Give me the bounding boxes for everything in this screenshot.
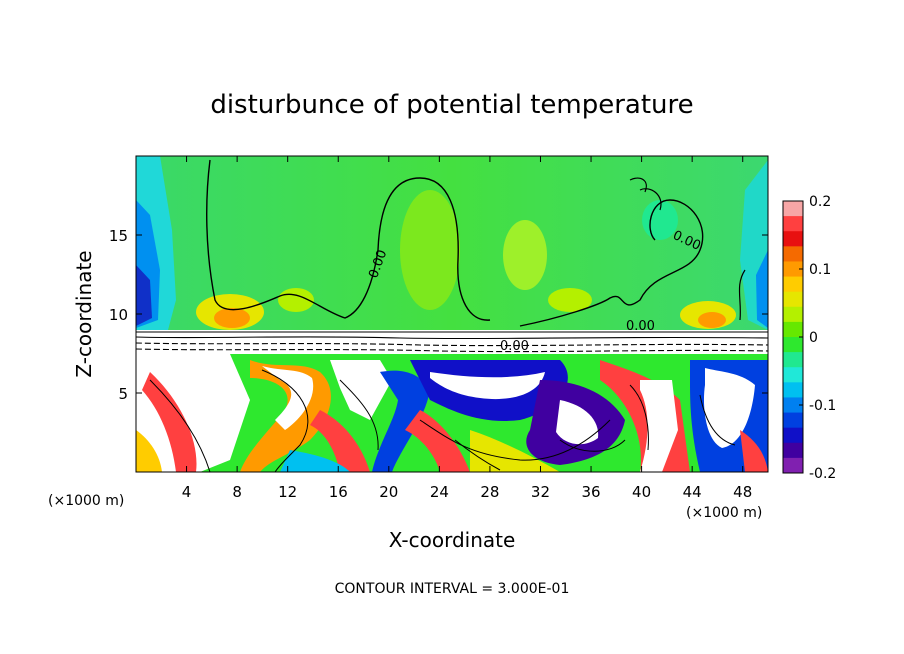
- x-unit-right: (×1000 m): [686, 505, 762, 521]
- colorbar-swatch: [783, 352, 803, 368]
- colorbar-swatch: [783, 261, 803, 278]
- colorbar-swatch: [783, 397, 803, 414]
- colorbar-swatch: [783, 291, 803, 308]
- x-tick-label: 44: [683, 483, 702, 501]
- colorbar-tick-label: 0.2: [809, 194, 831, 210]
- colorbar-swatch: [783, 457, 803, 474]
- y-tick-labels: 5 10 15: [109, 227, 128, 403]
- y-tick-label: 10: [109, 306, 128, 324]
- x-tick-label: 36: [581, 483, 600, 501]
- colorbar-tick-label: 0: [809, 330, 818, 346]
- x-unit-left: (×1000 m): [48, 493, 124, 509]
- x-tick-label: 8: [232, 483, 242, 501]
- colorbar-tick-label: -0.2: [809, 466, 836, 482]
- x-tick-label: 40: [632, 483, 651, 501]
- colorbar-swatch: [783, 367, 803, 383]
- colorbar-swatch: [783, 216, 803, 232]
- colorbar-swatch: [783, 246, 803, 262]
- colorbar-tick-label: -0.1: [809, 398, 836, 414]
- plot-area: 0.00 0.00 0.00 0.00: [136, 156, 768, 472]
- axis-ticks: [136, 156, 768, 472]
- colorbar-swatch: [783, 306, 803, 323]
- y-axis-label: Z-coordinate: [72, 250, 96, 377]
- x-tick-labels: 4 8 12 16 20 24 28 32 36 40 44 48: [182, 483, 752, 501]
- contour-label: 0.00: [626, 319, 655, 334]
- colorbar-swatch: [783, 427, 803, 444]
- x-axis-label: X-coordinate: [389, 528, 516, 552]
- colorbar-swatch: [783, 412, 803, 429]
- x-tick-label: 20: [379, 483, 398, 501]
- x-tick-label: 28: [480, 483, 499, 501]
- colorbar: [783, 201, 803, 474]
- x-tick-label: 4: [182, 483, 192, 501]
- x-tick-label: 32: [531, 483, 550, 501]
- x-tick-label: 48: [733, 483, 752, 501]
- colorbar-swatch: [783, 201, 803, 217]
- colorbar-swatch: [783, 442, 803, 459]
- contour-label: 0.00: [500, 339, 529, 354]
- colorbar-swatch: [783, 231, 803, 247]
- contour-interval-note: CONTOUR INTERVAL = 3.000E-01: [335, 581, 570, 597]
- colorbar-swatch: [783, 321, 803, 338]
- chart-title: disturbunce of potential temperature: [210, 90, 693, 120]
- colorbar-tick-label: 0.1: [809, 262, 831, 278]
- colorbar-swatch: [783, 276, 803, 293]
- colorbar-swatch: [783, 382, 803, 398]
- x-tick-label: 16: [329, 483, 348, 501]
- x-tick-label: 12: [278, 483, 297, 501]
- y-tick-label: 5: [118, 385, 128, 403]
- colorbar-swatch: [783, 337, 803, 353]
- colorbar-tick-labels: 0.2 0.1 0 -0.1 -0.2: [799, 194, 836, 482]
- x-tick-label: 24: [430, 483, 449, 501]
- y-tick-label: 15: [109, 227, 128, 245]
